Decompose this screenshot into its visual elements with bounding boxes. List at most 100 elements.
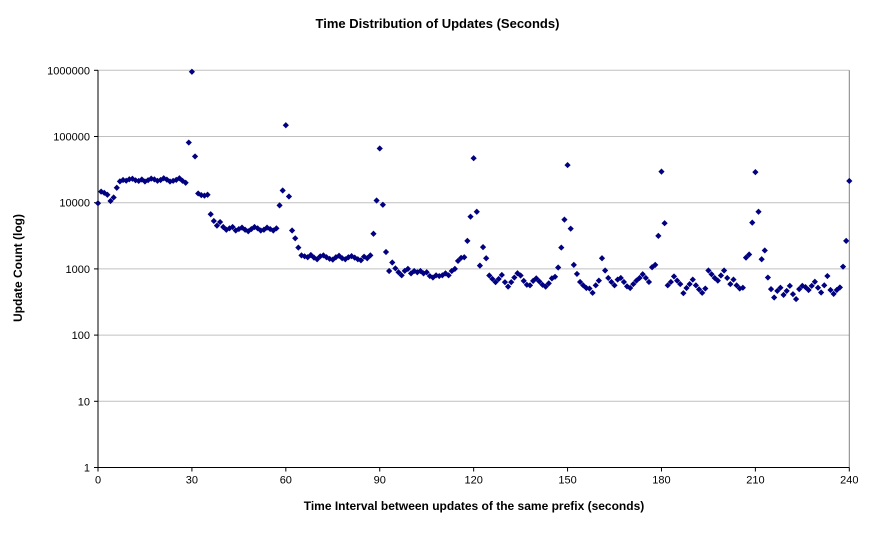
data-point	[664, 282, 671, 289]
data-point	[285, 193, 293, 200]
data-point	[821, 282, 828, 289]
data-point	[717, 272, 725, 279]
data-point	[461, 254, 468, 261]
x-tick-label: 60	[280, 475, 292, 487]
data-point	[570, 261, 577, 268]
data-point	[814, 284, 822, 291]
data-point	[720, 267, 728, 274]
data-point	[288, 227, 296, 234]
data-point	[617, 274, 624, 282]
data-point	[536, 278, 543, 285]
data-point	[608, 278, 615, 286]
data-point	[551, 273, 559, 280]
data-point	[448, 267, 455, 275]
data-point	[542, 283, 549, 290]
data-point	[473, 208, 480, 215]
data-point	[113, 184, 120, 191]
data-point	[307, 251, 314, 259]
data-point	[279, 187, 286, 194]
data-point	[839, 263, 847, 270]
data-point	[680, 290, 687, 297]
data-point	[508, 279, 515, 286]
data-point	[492, 279, 499, 286]
data-point	[326, 255, 333, 262]
x-tick-label: 0	[95, 475, 101, 487]
data-point	[670, 273, 678, 280]
data-point	[830, 290, 837, 297]
data-point	[188, 68, 196, 75]
data-point	[836, 284, 844, 291]
data-point	[382, 248, 390, 256]
data-point	[332, 254, 340, 261]
data-point	[94, 200, 102, 207]
data-point	[489, 275, 496, 283]
data-point	[119, 176, 127, 184]
data-point	[229, 223, 236, 231]
data-point	[476, 262, 484, 269]
data-point	[407, 270, 415, 277]
data-point	[282, 122, 289, 129]
data-point	[648, 264, 656, 271]
data-point	[792, 295, 800, 303]
data-point	[182, 179, 189, 186]
data-point	[789, 291, 797, 298]
data-point	[783, 287, 790, 295]
data-point	[843, 237, 850, 244]
y-axis: 1000000 100000 10000 1000 100 10 1	[47, 65, 99, 475]
data-point	[667, 278, 674, 286]
y-tick-label: 100000	[53, 132, 90, 144]
data-point	[708, 271, 715, 278]
data-point	[796, 286, 803, 293]
data-point	[674, 277, 681, 284]
data-point	[458, 254, 465, 261]
data-point	[348, 253, 355, 260]
data-point	[292, 235, 299, 242]
data-point	[526, 282, 534, 289]
data-point	[733, 282, 740, 289]
data-point	[185, 139, 192, 146]
data-point	[479, 244, 487, 251]
data-point	[623, 283, 631, 290]
data-point	[310, 254, 318, 261]
data-point	[652, 261, 659, 268]
data-point	[695, 286, 703, 293]
data-point	[786, 282, 793, 289]
data-point	[320, 252, 327, 259]
data-point	[273, 225, 280, 232]
data-point	[276, 202, 283, 209]
data-point	[451, 265, 458, 272]
data-point	[583, 284, 590, 292]
data-point	[379, 201, 386, 208]
data-point	[411, 267, 418, 275]
data-point	[595, 277, 602, 284]
data-point	[251, 223, 258, 231]
data-point	[504, 283, 512, 290]
data-point	[517, 272, 524, 279]
data-point	[295, 244, 302, 251]
data-point	[699, 289, 706, 296]
data-point	[808, 282, 815, 289]
data-point	[213, 222, 221, 229]
data-point	[404, 265, 412, 272]
data-point	[749, 219, 756, 226]
x-tick-label: 240	[840, 475, 858, 487]
data-point	[454, 257, 462, 265]
y-tick-label: 10000	[59, 198, 90, 210]
data-point	[370, 230, 377, 237]
data-point	[558, 244, 565, 251]
data-point	[564, 161, 571, 169]
data-point	[742, 254, 750, 261]
data-point	[432, 272, 440, 279]
data-point	[191, 153, 199, 160]
data-point	[586, 285, 593, 292]
data-point	[498, 271, 505, 279]
data-point	[395, 269, 402, 276]
data-point	[755, 208, 762, 215]
gridlines	[98, 69, 850, 468]
data-point	[799, 282, 806, 289]
data-point	[746, 251, 753, 258]
data-point	[739, 284, 746, 291]
data-point	[598, 255, 606, 262]
data-point	[730, 276, 737, 283]
data-point	[658, 168, 665, 175]
